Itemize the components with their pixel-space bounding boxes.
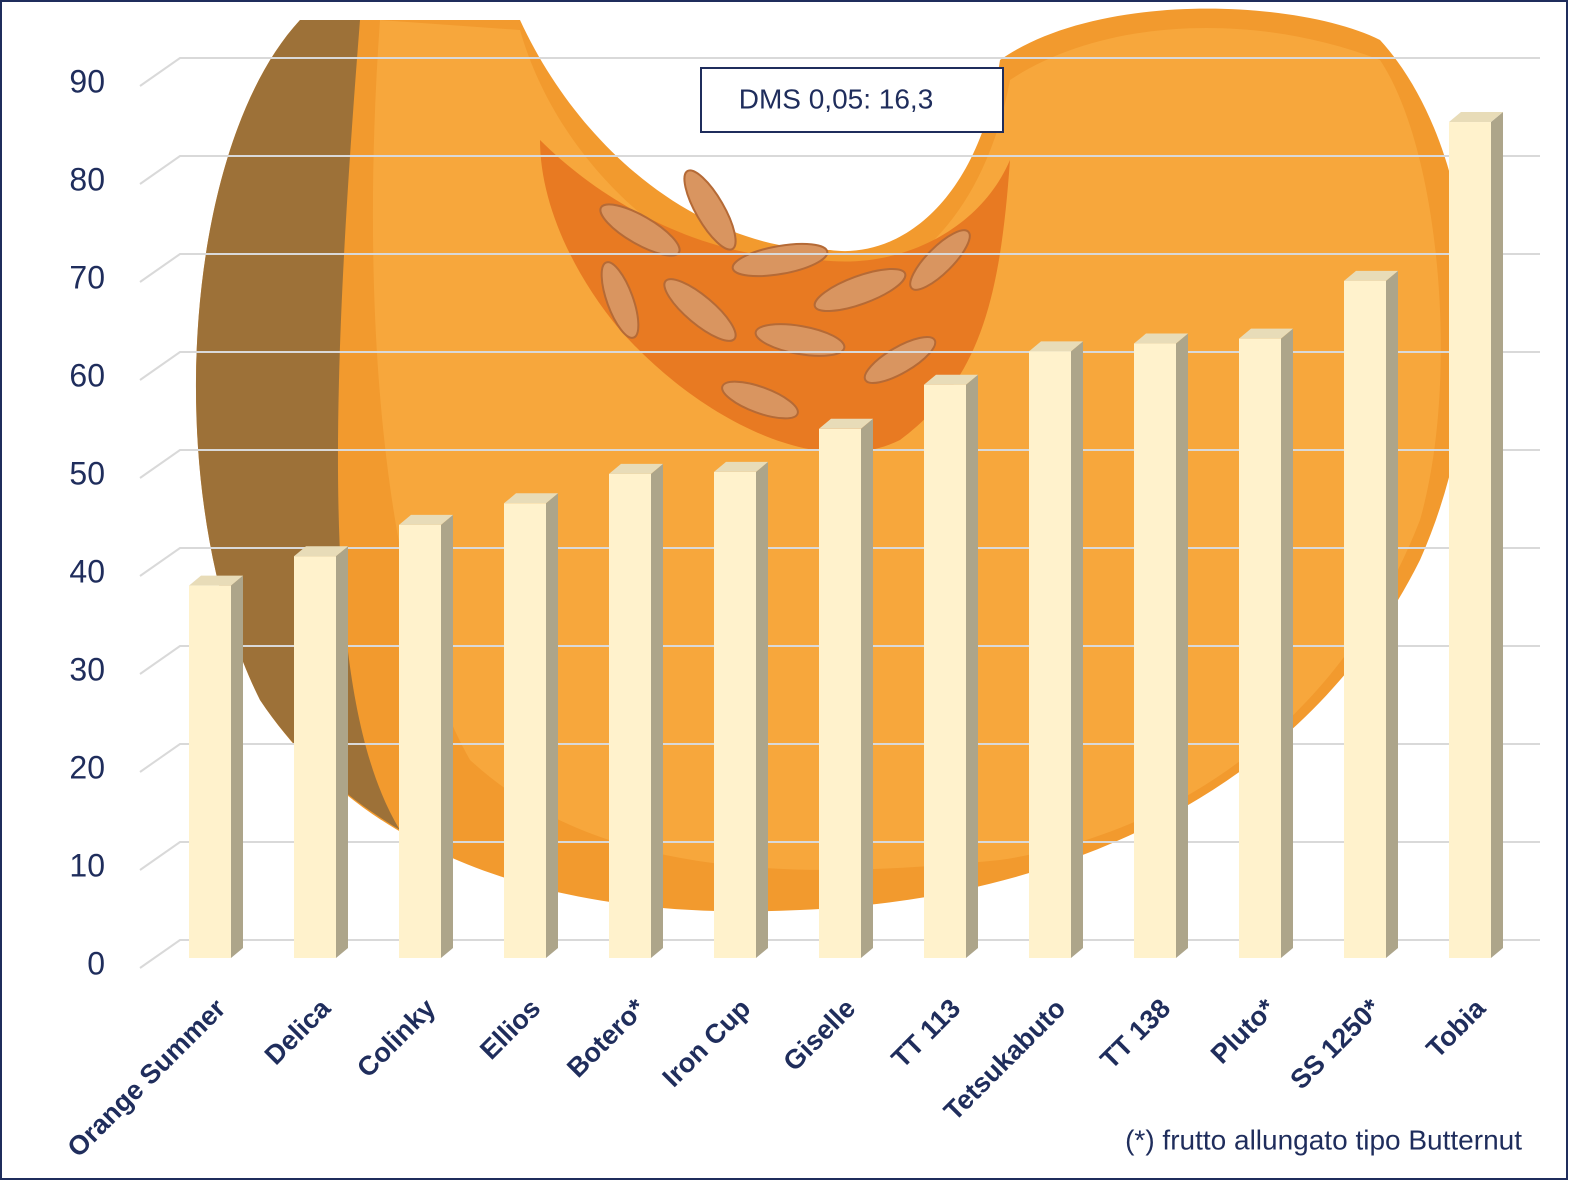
y-tick-label: 70 [69,259,105,295]
footnote: (*) frutto allungato tipo Butternut [1125,1124,1522,1155]
y-tick-label: 20 [69,749,105,785]
bar [1344,270,1398,958]
y-tick-label: 40 [69,553,105,589]
bar [609,463,663,958]
bar [1239,328,1293,958]
grid-line [139,743,1540,773]
bar [294,546,348,958]
grid-line [139,351,1540,381]
y-tick-label: 30 [69,651,105,687]
annotation: DMS 0,05: 16,3 [739,83,934,114]
grid-line [139,939,1540,969]
bar [1449,112,1503,958]
bar [504,493,558,958]
bar [819,418,873,958]
grid-line [139,155,1540,185]
bar [1134,333,1188,958]
y-tick-label: 60 [69,357,105,393]
y-tick-label: 90 [69,63,105,99]
bar [1029,341,1083,958]
grid-line [139,449,1540,479]
y-tick-label: 50 [69,455,105,491]
bar [924,374,978,958]
bar [714,461,768,958]
bar [189,575,243,958]
grid-line [139,645,1540,675]
grid-line [139,253,1540,283]
grid-line [139,547,1540,577]
y-tick-label: 10 [69,847,105,883]
grid-line [139,57,1540,87]
bar [399,514,453,958]
y-tick-label: 80 [69,161,105,197]
grid-line [139,841,1540,871]
y-tick-label: 0 [87,945,105,981]
annotation-box [700,67,1004,133]
